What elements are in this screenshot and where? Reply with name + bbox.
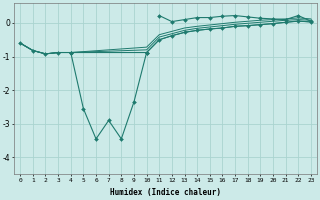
X-axis label: Humidex (Indice chaleur): Humidex (Indice chaleur) [110, 188, 221, 197]
